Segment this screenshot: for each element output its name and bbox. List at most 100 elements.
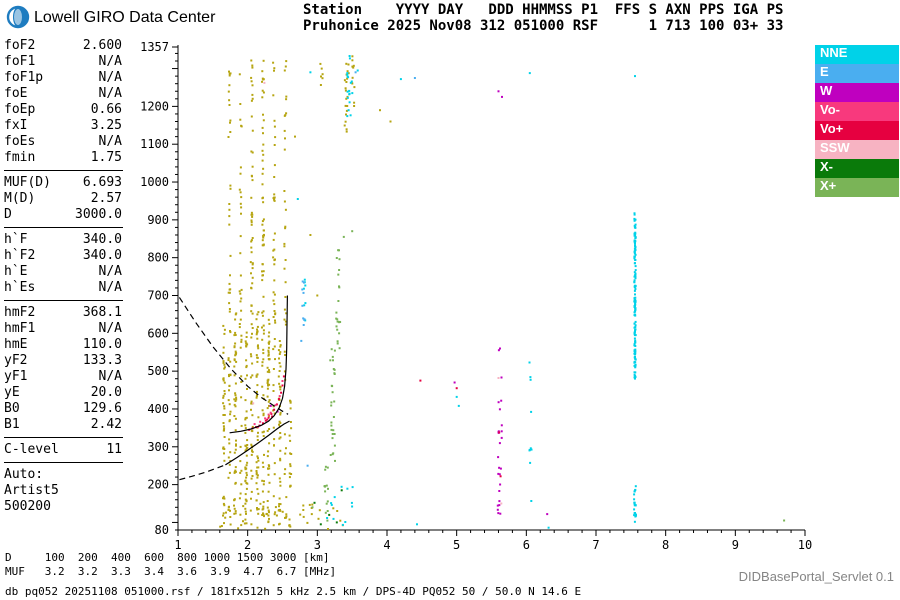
dot [416, 523, 418, 526]
dot [352, 64, 355, 67]
dot [499, 475, 502, 478]
dot [240, 375, 243, 378]
dot [228, 104, 231, 106]
dot [251, 129, 254, 132]
dot [349, 114, 352, 117]
dot [290, 473, 293, 475]
param-label: yF2 [4, 353, 28, 368]
dot [283, 129, 286, 132]
dot [273, 259, 276, 262]
dot [279, 508, 281, 511]
dot [239, 292, 242, 295]
dot [633, 371, 636, 374]
dot [341, 523, 344, 526]
dot [333, 400, 336, 403]
dot [277, 375, 280, 378]
dot [223, 504, 226, 507]
dot [244, 510, 247, 513]
dot [251, 276, 254, 279]
x-tick-label: 7 [592, 538, 599, 552]
dot [228, 302, 231, 305]
dot [284, 225, 287, 228]
param-label: h`F [4, 232, 28, 247]
dot [335, 317, 338, 320]
dot [262, 167, 265, 170]
param-value: 110.0 [82, 337, 122, 352]
dot [634, 339, 637, 342]
param-value: N/A [98, 321, 122, 336]
dot [633, 299, 636, 302]
dot [262, 243, 265, 246]
dot [303, 318, 306, 321]
dot [234, 470, 237, 473]
dot [333, 368, 336, 371]
dot [272, 405, 275, 408]
dot [238, 497, 241, 500]
dot [251, 64, 254, 67]
dot [344, 87, 347, 90]
dot [274, 358, 276, 361]
dot [317, 517, 320, 520]
dot [262, 91, 265, 94]
dot [240, 309, 243, 312]
dot [348, 89, 351, 92]
dot [278, 340, 281, 342]
dot [262, 466, 265, 468]
dot [228, 385, 231, 387]
dot [245, 474, 248, 477]
dot [266, 395, 269, 398]
dot [229, 516, 232, 518]
dot [262, 505, 265, 508]
dot [633, 257, 636, 260]
param-value: 340.0 [82, 232, 122, 247]
dot [633, 326, 636, 329]
y-tick-label: 200 [147, 478, 169, 492]
dot [342, 235, 345, 238]
dot [331, 433, 334, 435]
dot [278, 437, 281, 440]
dot [255, 471, 258, 474]
dot [262, 512, 264, 515]
dot [272, 524, 275, 527]
dot [268, 358, 271, 361]
dot [251, 97, 254, 100]
dot [262, 270, 265, 273]
dot [633, 322, 636, 325]
dot [233, 398, 236, 401]
param-value: 0.66 [90, 102, 122, 117]
dot [326, 466, 329, 469]
dot [351, 230, 354, 233]
param-value: N/A [98, 369, 122, 384]
dot [336, 328, 339, 331]
distance-row: D 100 200 400 600 800 1000 1500 3000 [km… [5, 551, 330, 564]
param-row: foF2 2.600 [4, 38, 122, 54]
dot [497, 512, 500, 515]
dot [240, 334, 243, 337]
dot [279, 411, 282, 414]
dot [229, 410, 232, 413]
dot [227, 476, 230, 479]
dot [234, 400, 237, 402]
dot [227, 357, 230, 360]
dot [634, 352, 637, 355]
dot [346, 487, 349, 490]
dot [273, 119, 276, 122]
dot [301, 304, 304, 307]
dot [255, 333, 258, 336]
dot [250, 490, 253, 493]
dot [633, 344, 636, 347]
dot [239, 274, 242, 277]
dot [343, 79, 346, 82]
dot [262, 329, 265, 332]
dot [223, 427, 226, 430]
dot [496, 508, 499, 511]
dot [634, 293, 636, 296]
station-header-values: Pruhonice 2025 Nov08 312 051000 RSF 1 71… [303, 18, 784, 34]
dot [284, 452, 287, 455]
dot [253, 423, 256, 426]
dot [331, 355, 334, 358]
dot [262, 59, 265, 62]
dot [289, 484, 292, 487]
dot [239, 318, 242, 321]
